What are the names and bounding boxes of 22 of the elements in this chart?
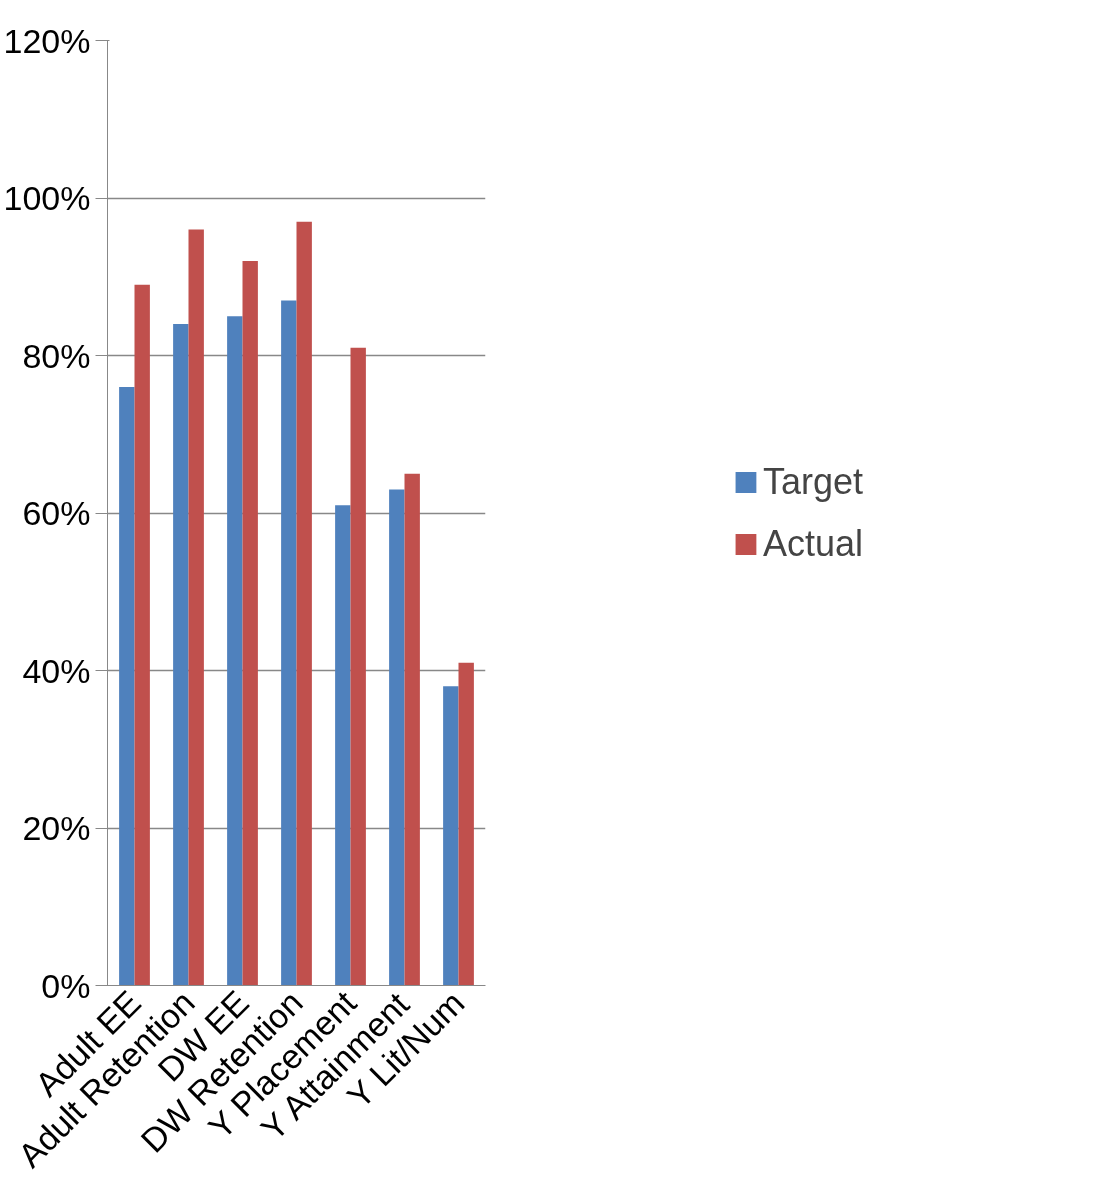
bar bbox=[281, 300, 297, 986]
bar bbox=[458, 662, 474, 986]
bar bbox=[335, 505, 351, 986]
bar bbox=[350, 347, 366, 986]
y-tick-label: 60% bbox=[22, 494, 91, 532]
bar bbox=[134, 284, 150, 986]
y-tick-label: 20% bbox=[22, 809, 91, 847]
bar bbox=[227, 316, 243, 986]
y-tick-label: 120% bbox=[3, 21, 91, 60]
bar bbox=[188, 229, 204, 986]
bar bbox=[404, 473, 420, 986]
bar bbox=[173, 324, 189, 986]
y-tick-label: 80% bbox=[22, 336, 91, 375]
y-tick-label: 40% bbox=[22, 651, 91, 690]
bar bbox=[296, 221, 312, 986]
bar bbox=[242, 261, 258, 986]
legend-label: Target bbox=[762, 460, 864, 503]
legend-label: Actual bbox=[762, 522, 864, 565]
bar bbox=[443, 686, 459, 986]
bar bbox=[119, 387, 135, 986]
y-tick-label: 100% bbox=[3, 179, 91, 217]
bar bbox=[389, 489, 405, 986]
